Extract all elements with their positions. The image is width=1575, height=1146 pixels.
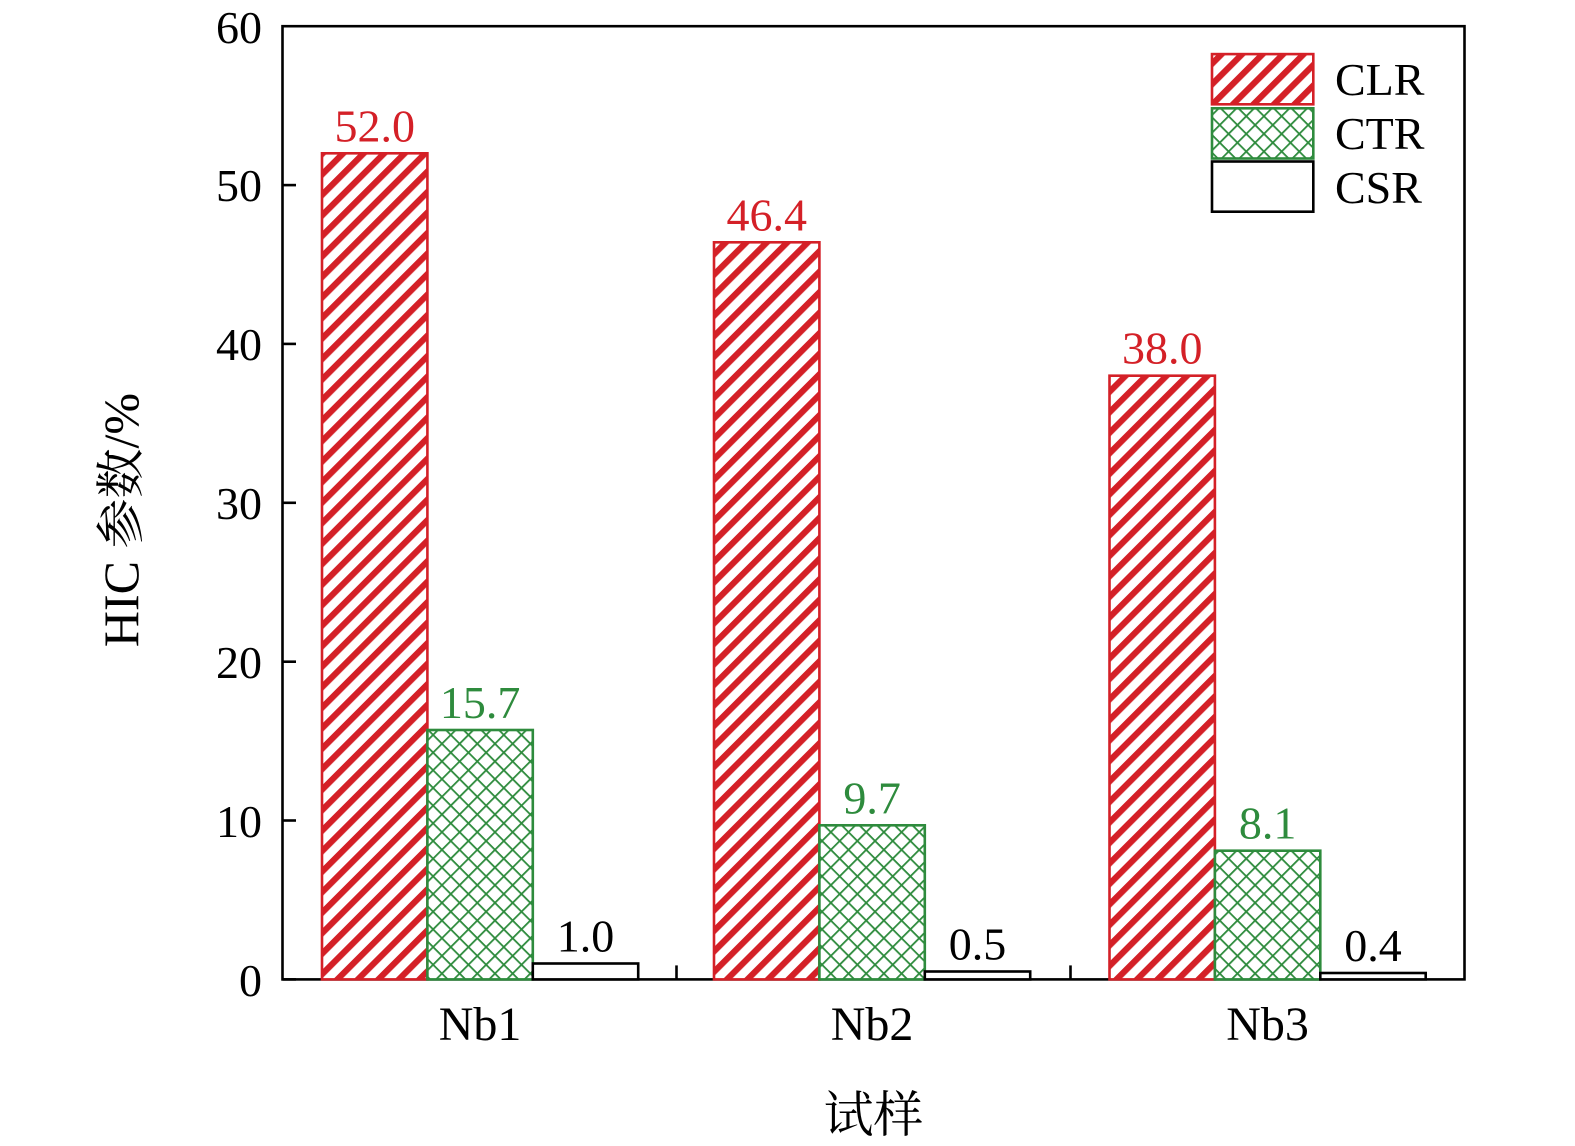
svg-text:Nb3: Nb3 <box>1226 998 1309 1051</box>
svg-text:40: 40 <box>216 319 262 370</box>
svg-text:38.0: 38.0 <box>1122 323 1203 374</box>
svg-text:10: 10 <box>216 796 262 847</box>
svg-text:8.1: 8.1 <box>1239 798 1297 849</box>
svg-text:50: 50 <box>216 160 262 211</box>
svg-text:试样: 试样 <box>824 1087 924 1143</box>
svg-text:0.5: 0.5 <box>949 919 1007 970</box>
svg-text:0.4: 0.4 <box>1344 920 1402 971</box>
svg-text:CSR: CSR <box>1335 162 1422 213</box>
svg-text:52.0: 52.0 <box>334 100 415 151</box>
svg-text:CTR: CTR <box>1335 108 1425 159</box>
svg-text:9.7: 9.7 <box>843 772 901 823</box>
svg-text:15.7: 15.7 <box>440 677 521 728</box>
svg-text:46.4: 46.4 <box>726 189 807 240</box>
svg-text:20: 20 <box>216 637 262 688</box>
svg-text:HIC 参数/%: HIC 参数/% <box>93 393 149 647</box>
svg-text:60: 60 <box>216 2 262 53</box>
svg-text:0: 0 <box>239 955 262 1006</box>
svg-text:1.0: 1.0 <box>557 911 615 962</box>
svg-text:30: 30 <box>216 478 262 529</box>
svg-text:Nb2: Nb2 <box>831 998 914 1051</box>
svg-text:CLR: CLR <box>1335 54 1425 105</box>
svg-text:Nb1: Nb1 <box>439 998 522 1051</box>
